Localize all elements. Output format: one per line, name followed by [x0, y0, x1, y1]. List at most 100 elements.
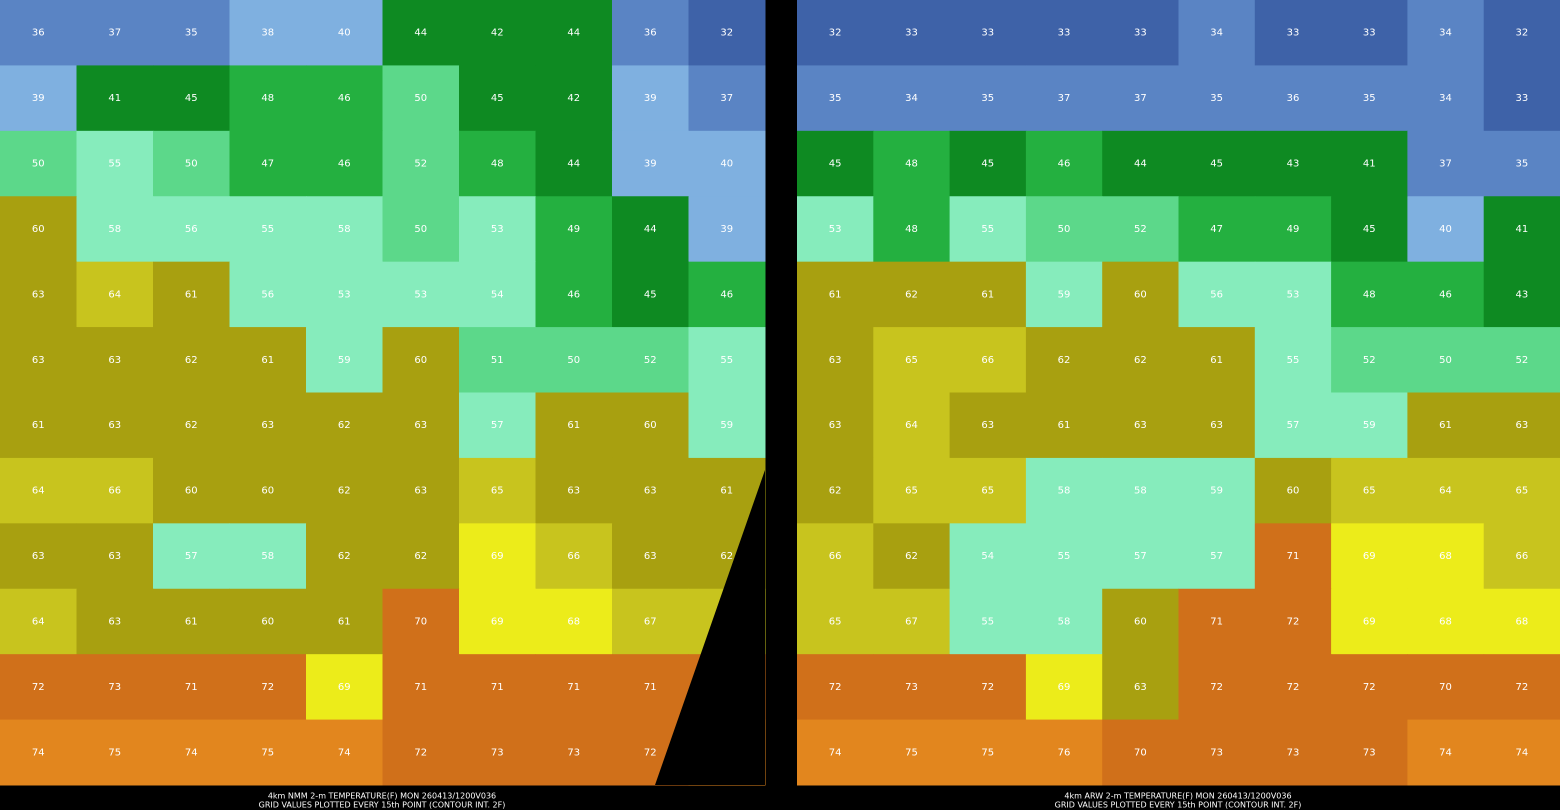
temperature-cell: [612, 0, 689, 66]
temperature-value: 72: [1287, 682, 1300, 693]
temperature-cell: [229, 327, 307, 393]
temperature-cell: [797, 719, 874, 786]
temperature-cell: [1178, 196, 1256, 263]
temperature-cell: [797, 588, 874, 655]
temperature-cell: [153, 588, 230, 655]
temperature-cell: [0, 654, 77, 721]
temperature-value: 46: [338, 93, 351, 104]
temperature-cell: [1025, 523, 1103, 590]
temperature-cell: [306, 0, 383, 66]
temperature-value: 45: [981, 159, 994, 170]
temperature-cell: [1254, 654, 1332, 721]
temperature-value: 34: [1439, 28, 1452, 39]
temperature-cell: [535, 196, 613, 263]
temperature-cell: [76, 588, 154, 655]
temperature-cell: [949, 65, 1027, 132]
temperature-cell: [1025, 196, 1103, 263]
temperature-cell: [1483, 196, 1560, 263]
temperature-cell: [612, 392, 689, 459]
temperature-value: 34: [1210, 28, 1223, 39]
temperature-value: 52: [1134, 224, 1147, 235]
temperature-value: 72: [1515, 682, 1528, 693]
temperature-value: 74: [338, 747, 351, 758]
temperature-cell: [1102, 261, 1179, 328]
temperature-cell: [797, 457, 874, 524]
temperature-value: 52: [1515, 355, 1528, 366]
temperature-value: 42: [567, 93, 580, 104]
temperature-value: 72: [261, 682, 274, 693]
temperature-cell: [1331, 327, 1408, 393]
temperature-value: 48: [261, 93, 274, 104]
temperature-cell: [688, 196, 766, 263]
temperature-cell: [153, 654, 230, 721]
temperature-value: 68: [1515, 616, 1528, 627]
temperature-value: 73: [905, 682, 918, 693]
temperature-cell: [76, 261, 154, 328]
temperature-value: 70: [414, 616, 427, 627]
temperature-cell: [306, 588, 383, 655]
temperature-cell: [153, 196, 230, 263]
temperature-value: 55: [981, 616, 994, 627]
temperature-value: 50: [414, 224, 427, 235]
temperature-cell: [229, 523, 307, 590]
temperature-value: 71: [414, 682, 427, 693]
temperature-cell: [153, 130, 230, 197]
temperature-value: 37: [108, 28, 121, 39]
temperature-cell: [535, 130, 613, 197]
temperature-value: 65: [829, 616, 842, 627]
temperature-cell: [1483, 130, 1560, 197]
temperature-cell: [306, 719, 383, 786]
temperature-cell: [1102, 327, 1179, 393]
temperature-cell: [873, 392, 951, 459]
temperature-cell: [1178, 654, 1256, 721]
temperature-cell: [535, 65, 613, 132]
temperature-cell: [1254, 196, 1332, 263]
temperature-value: 46: [1058, 159, 1071, 170]
temperature-cell: [797, 130, 874, 197]
temperature-value: 61: [185, 289, 198, 300]
temperature-cell: [229, 719, 307, 786]
temperature-cell: [76, 457, 154, 524]
caption: GRID VALUES PLOTTED EVERY 15th POINT (CO…: [1055, 801, 1302, 810]
temperature-cell: [1331, 261, 1408, 328]
temperature-value: 58: [1058, 486, 1071, 497]
temperature-cell: [1178, 457, 1256, 524]
temperature-value: 50: [1058, 224, 1071, 235]
temperature-value: 44: [567, 159, 580, 170]
temperature-cell: [306, 654, 383, 721]
temperature-cell: [1178, 719, 1256, 786]
temperature-value: 33: [905, 28, 918, 39]
temperature-value: 37: [1439, 159, 1452, 170]
temperature-value: 45: [491, 93, 504, 104]
temperature-value: 33: [981, 28, 994, 39]
temperature-cell: [1331, 523, 1408, 590]
temperature-value: 73: [108, 682, 121, 693]
temperature-value: 63: [32, 355, 45, 366]
temperature-value: 59: [1058, 289, 1071, 300]
temperature-cell: [873, 523, 951, 590]
temperature-value: 65: [1515, 486, 1528, 497]
temperature-cell: [306, 457, 383, 524]
temperature-cell: [459, 261, 536, 328]
temperature-cell: [1025, 392, 1103, 459]
temperature-value: 54: [491, 289, 504, 300]
temperature-cell: [1025, 719, 1103, 786]
temperature-value: 72: [981, 682, 994, 693]
temperature-value: 65: [905, 486, 918, 497]
temperature-value: 47: [1210, 224, 1223, 235]
temperature-cell: [459, 196, 536, 263]
temperature-cell: [688, 130, 766, 197]
temperature-cell: [1331, 719, 1408, 786]
temperature-cell: [873, 65, 951, 132]
temperature-cell: [949, 130, 1027, 197]
temperature-cell: [229, 261, 307, 328]
temperature-value: 72: [829, 682, 842, 693]
temperature-cell: [1025, 65, 1103, 132]
temperature-value: 71: [1210, 616, 1223, 627]
temperature-value: 33: [1515, 93, 1528, 104]
temperature-cell: [1025, 261, 1103, 328]
temperature-value: 33: [1363, 28, 1376, 39]
temperature-value: 74: [32, 747, 45, 758]
temperature-value: 64: [108, 289, 121, 300]
temperature-cell: [1025, 0, 1103, 66]
